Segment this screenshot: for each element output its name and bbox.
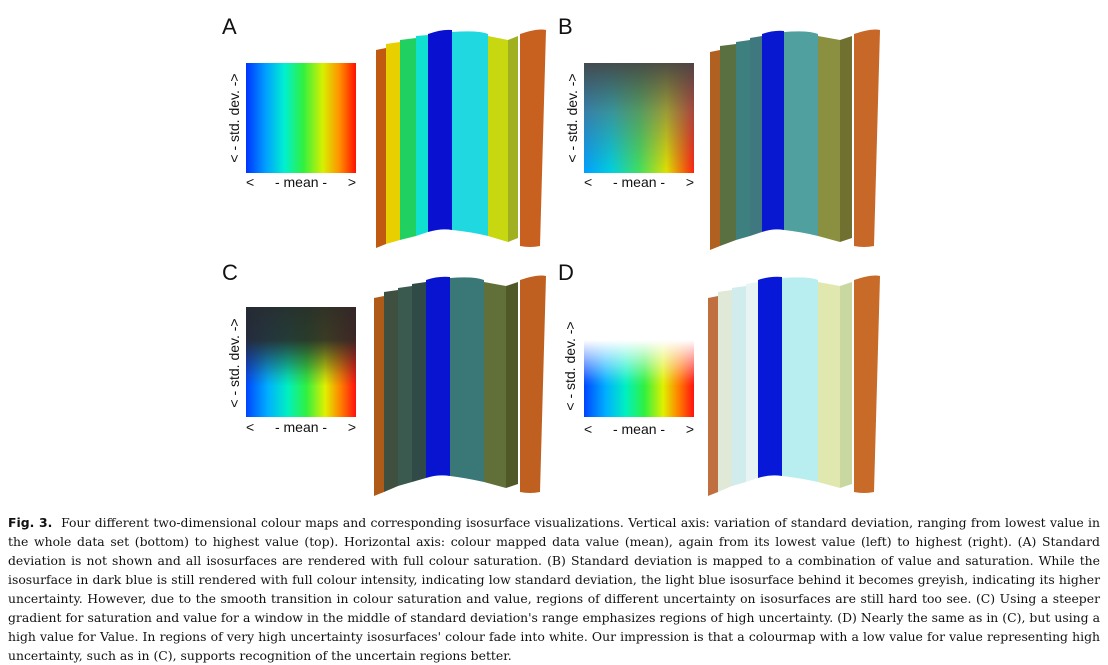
axis-right-arrow: > (685, 421, 694, 437)
figure-caption-text: Four different two-dimensional colour ma… (8, 515, 1100, 663)
panel-d-std-dev-axis-label: < - std. dev. -> (562, 321, 578, 411)
axis-right-arrow: > (347, 419, 356, 435)
panel-d-colourmap (584, 307, 694, 417)
axis-left-arrow: < (246, 419, 255, 435)
axis-right-arrow: > (685, 174, 694, 190)
axis-left-arrow: < (584, 421, 593, 437)
panel-c-mean-axis: < - mean - > (246, 419, 356, 435)
panel-b-std-dev-axis-label: < - std. dev. -> (564, 73, 580, 163)
panel-a-mean-axis: < - mean - > (246, 174, 356, 190)
panel-b-colourmap (584, 63, 694, 173)
panel-c-std-dev-axis-label: < - std. dev. -> (226, 318, 242, 408)
panel-b-isosurface-render (710, 29, 880, 250)
panel-b-letter: B (558, 14, 573, 39)
panel-d-letter: D (558, 260, 574, 285)
panel-d-isosurface-render (708, 275, 880, 496)
axis-left-arrow: < (246, 174, 255, 190)
panel-a-std-dev-axis-label: < - std. dev. -> (226, 73, 242, 163)
panel-c-letter: C (222, 260, 238, 285)
panel-a-isosurface-render (376, 29, 546, 248)
panel-b-mean-axis: < - mean - > (584, 174, 694, 190)
mean-axis-label: - mean - (612, 174, 666, 190)
axis-left-arrow: < (584, 174, 593, 190)
figure-label: Fig. 3. (8, 515, 53, 530)
panel-a-letter: A (222, 14, 237, 39)
panel-c-colourmap (246, 307, 356, 417)
mean-axis-label: - mean - (274, 419, 328, 435)
mean-axis-label: - mean - (612, 421, 666, 437)
panel-d-mean-axis: < - mean - > (584, 421, 694, 437)
mean-axis-label: - mean - (274, 174, 328, 190)
figure-caption: Fig. 3. Four different two-dimensional c… (8, 513, 1100, 665)
panel-c-isosurface-render (374, 275, 546, 496)
panel-a-colourmap (246, 63, 356, 173)
axis-right-arrow: > (347, 174, 356, 190)
